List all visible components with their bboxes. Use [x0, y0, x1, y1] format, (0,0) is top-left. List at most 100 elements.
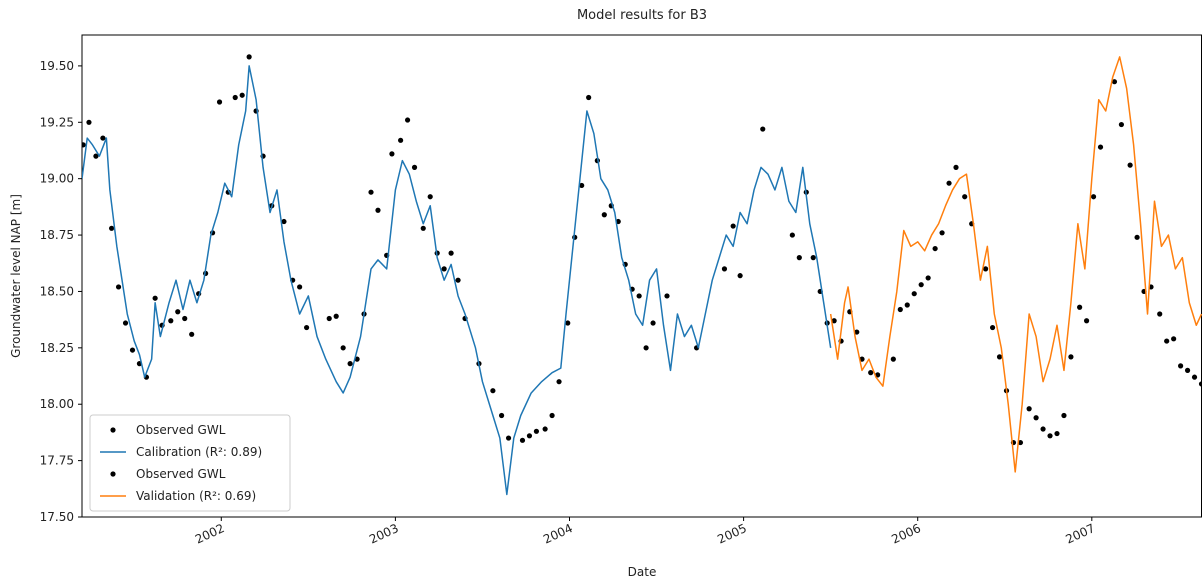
observed-point	[189, 331, 195, 337]
x-tick-label: 2002	[193, 521, 227, 547]
observed-point	[152, 295, 158, 301]
observed-point	[897, 306, 903, 313]
observed-point	[946, 180, 952, 186]
observed-point	[448, 250, 454, 256]
observed-point	[1118, 121, 1125, 128]
observed-point	[1017, 439, 1024, 446]
observed-point	[1068, 354, 1074, 360]
observed-point	[533, 428, 540, 434]
observed-point	[939, 230, 945, 236]
y-tick-label: 19.00	[40, 172, 74, 186]
y-tick-label: 17.50	[40, 510, 74, 524]
observed-point	[1127, 162, 1133, 168]
x-tick-label: 2005	[715, 521, 749, 547]
observed-point	[932, 245, 938, 252]
x-tick-label: 2006	[889, 521, 923, 547]
observed-point	[303, 324, 310, 331]
observed-point	[1134, 234, 1140, 240]
observed-point	[326, 315, 332, 322]
observed-point	[1157, 311, 1163, 317]
observed-point	[375, 207, 381, 213]
observed-point	[1090, 194, 1097, 200]
observed-point	[1077, 304, 1083, 310]
observed-point	[1191, 374, 1198, 380]
observed-point	[398, 137, 404, 143]
series-line	[829, 56, 1202, 473]
observed-point	[389, 151, 395, 157]
observed-point	[368, 189, 374, 195]
observed-point	[983, 266, 989, 272]
observed-point	[664, 293, 670, 299]
legend-label: Observed GWL	[136, 423, 226, 437]
plot-area	[82, 54, 1202, 496]
observed-point	[297, 284, 303, 290]
observed-point	[526, 433, 533, 439]
observed-point	[904, 302, 910, 308]
legend-marker	[110, 471, 116, 477]
observed-point	[1033, 415, 1039, 421]
observed-point	[760, 126, 766, 132]
observed-point	[586, 94, 592, 101]
observed-point	[441, 266, 447, 272]
observed-point	[721, 266, 728, 272]
y-tick-label: 19.50	[40, 59, 74, 73]
observed-point	[918, 282, 924, 288]
observed-point	[831, 318, 837, 324]
observed-point	[542, 426, 548, 432]
observed-point	[579, 182, 585, 189]
x-tick-label: 2003	[367, 521, 401, 547]
observed-point	[643, 345, 649, 351]
observed-point	[650, 320, 656, 326]
observed-point	[281, 218, 287, 225]
observed-point	[737, 273, 743, 279]
observed-point	[404, 117, 411, 123]
chart-title: Model results for B3	[577, 8, 707, 23]
observed-point	[1047, 433, 1053, 439]
observed-point	[1040, 426, 1046, 432]
observed-point	[519, 437, 526, 443]
observed-point	[175, 309, 181, 315]
y-tick-label: 18.00	[40, 397, 74, 411]
observed-point	[1111, 79, 1118, 85]
observed-point	[925, 275, 931, 281]
observed-point	[601, 212, 607, 218]
observed-point	[810, 255, 816, 261]
observed-point	[340, 345, 346, 351]
x-axis-label: Date	[628, 565, 657, 579]
observed-point	[565, 320, 571, 326]
observed-point	[86, 119, 92, 125]
observed-point	[455, 277, 461, 283]
observed-point	[246, 54, 252, 60]
observed-point	[1061, 412, 1067, 419]
y-tick-label: 19.25	[40, 115, 74, 129]
observed-point	[636, 293, 642, 299]
legend-marker	[110, 427, 116, 433]
observed-point	[989, 324, 996, 331]
observed-point	[890, 356, 896, 362]
observed-point	[1178, 363, 1184, 369]
observed-point	[1083, 318, 1090, 324]
observed-point	[962, 194, 968, 200]
observed-point	[549, 412, 555, 419]
observed-point	[796, 255, 802, 261]
observed-point	[216, 99, 223, 105]
observed-point	[333, 313, 339, 319]
legend-label: Validation (R²: 0.69)	[136, 489, 256, 503]
observed-point	[232, 94, 238, 101]
observed-point	[1097, 144, 1104, 150]
x-tick-label: 2004	[541, 521, 575, 547]
observed-point	[730, 223, 736, 229]
observed-point	[498, 412, 505, 419]
observed-point	[168, 318, 174, 324]
observed-point	[82, 142, 86, 148]
y-axis-label: Groundwater level NAP [m]	[9, 194, 23, 358]
observed-point	[996, 354, 1003, 360]
observed-point	[1171, 336, 1177, 342]
observed-point	[953, 164, 959, 170]
observed-point	[911, 291, 917, 297]
observed-point	[1198, 381, 1202, 387]
observed-point	[1026, 406, 1032, 412]
observed-point	[420, 225, 426, 231]
observed-point	[182, 315, 188, 322]
observed-point	[129, 347, 136, 353]
